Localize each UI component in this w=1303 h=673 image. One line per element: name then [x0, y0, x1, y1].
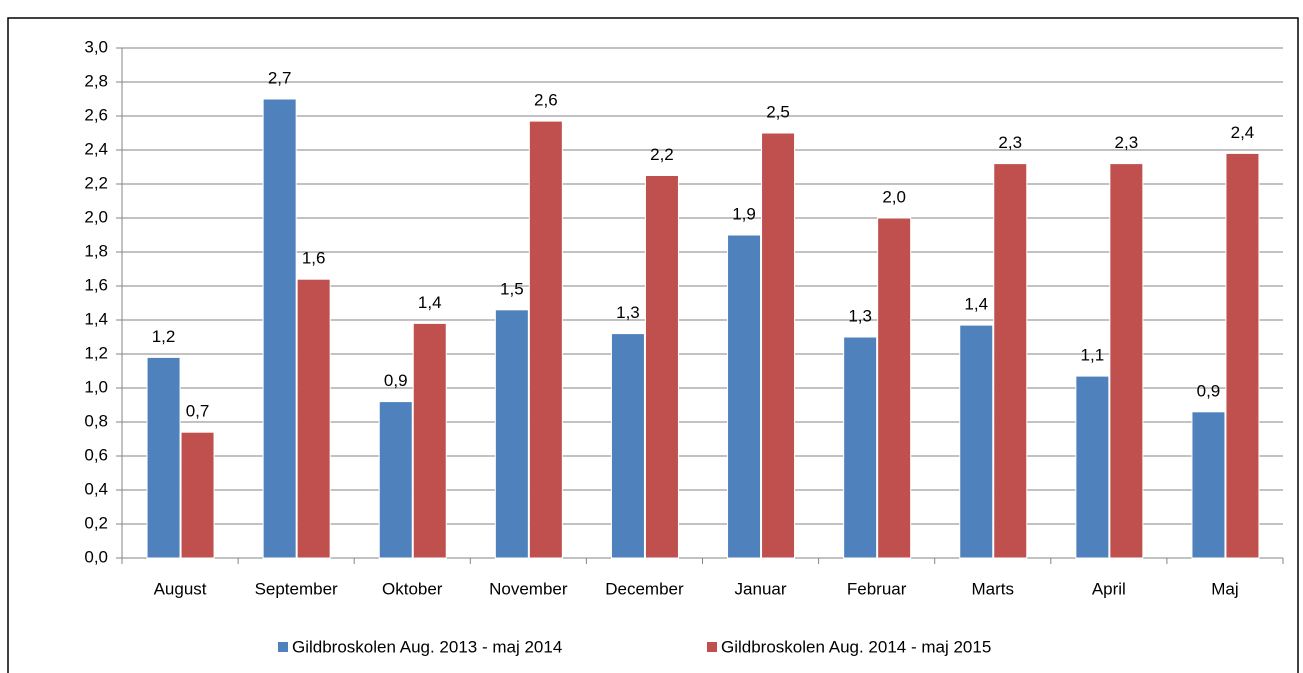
- y-tick-label: 0,2: [84, 513, 108, 532]
- value-label: 1,4: [418, 293, 442, 312]
- bar: [727, 234, 762, 559]
- value-label: 1,4: [964, 295, 988, 314]
- y-tick-label: 0,8: [84, 411, 108, 430]
- y-tick-label: 1,6: [84, 275, 108, 294]
- bar: [644, 175, 679, 559]
- bar: [378, 401, 413, 559]
- bar: [1109, 163, 1144, 559]
- x-tick-label: Januar: [735, 579, 787, 598]
- bar: [1191, 411, 1226, 559]
- y-tick-label: 1,4: [84, 309, 108, 328]
- value-label: 2,5: [766, 102, 790, 121]
- x-tick-label: November: [489, 579, 568, 598]
- chart-frame: [7, 17, 1299, 673]
- bar: [761, 132, 796, 559]
- bar: [843, 336, 878, 559]
- legend-label: Gildbroskolen Aug. 2013 - maj 2014: [292, 637, 562, 656]
- bar: [146, 356, 181, 559]
- value-label: 0,9: [384, 371, 408, 390]
- legend-label: Gildbroskolen Aug. 2014 - maj 2015: [721, 637, 991, 656]
- value-label: 1,9: [732, 204, 756, 223]
- bar: [610, 333, 645, 559]
- legend-swatch: [707, 642, 717, 652]
- value-label: 1,1: [1081, 346, 1105, 365]
- value-label: 0,7: [186, 402, 210, 421]
- legend-swatch: [278, 642, 288, 652]
- y-tick-label: 0,0: [84, 547, 108, 566]
- value-label: 2,4: [1231, 123, 1255, 142]
- x-tick-label: April: [1092, 579, 1126, 598]
- value-label: 2,6: [534, 91, 558, 110]
- x-tick-label: September: [255, 579, 338, 598]
- bar: [1075, 375, 1110, 559]
- x-tick-label: Oktober: [382, 579, 443, 598]
- bar: [993, 163, 1028, 559]
- y-tick-label: 2,4: [84, 139, 108, 158]
- bar: [1225, 152, 1260, 559]
- value-label: 0,9: [1197, 381, 1221, 400]
- bar: [959, 324, 994, 559]
- value-label: 2,2: [650, 145, 674, 164]
- y-tick-label: 1,0: [84, 377, 108, 396]
- y-tick-label: 0,4: [84, 479, 108, 498]
- value-label: 2,3: [998, 133, 1022, 152]
- bar: [528, 120, 563, 559]
- value-label: 1,5: [500, 279, 524, 298]
- bar: [494, 309, 529, 559]
- y-tick-label: 2,2: [84, 173, 108, 192]
- bar: [296, 278, 331, 559]
- value-label: 1,3: [616, 303, 640, 322]
- value-label: 1,2: [152, 327, 176, 346]
- x-tick-label: Februar: [847, 579, 907, 598]
- y-tick-label: 2,6: [84, 105, 108, 124]
- y-tick-label: 0,6: [84, 445, 108, 464]
- value-label: 1,6: [302, 249, 326, 268]
- value-label: 2,3: [1115, 133, 1139, 152]
- x-tick-label: Marts: [972, 579, 1015, 598]
- bar: [412, 322, 447, 559]
- value-label: 2,0: [882, 187, 906, 206]
- value-label: 1,3: [848, 306, 872, 325]
- y-tick-label: 1,8: [84, 241, 108, 260]
- y-tick-label: 3,0: [84, 37, 108, 56]
- bar: [877, 217, 912, 559]
- y-tick-label: 2,0: [84, 207, 108, 226]
- y-tick-label: 1,2: [84, 343, 108, 362]
- bar: [180, 431, 215, 559]
- value-label: 2,7: [268, 68, 292, 87]
- x-tick-label: December: [605, 579, 684, 598]
- x-tick-label: August: [154, 579, 207, 598]
- bar: [262, 98, 297, 559]
- x-tick-label: Maj: [1211, 579, 1238, 598]
- y-tick-label: 2,8: [84, 71, 108, 90]
